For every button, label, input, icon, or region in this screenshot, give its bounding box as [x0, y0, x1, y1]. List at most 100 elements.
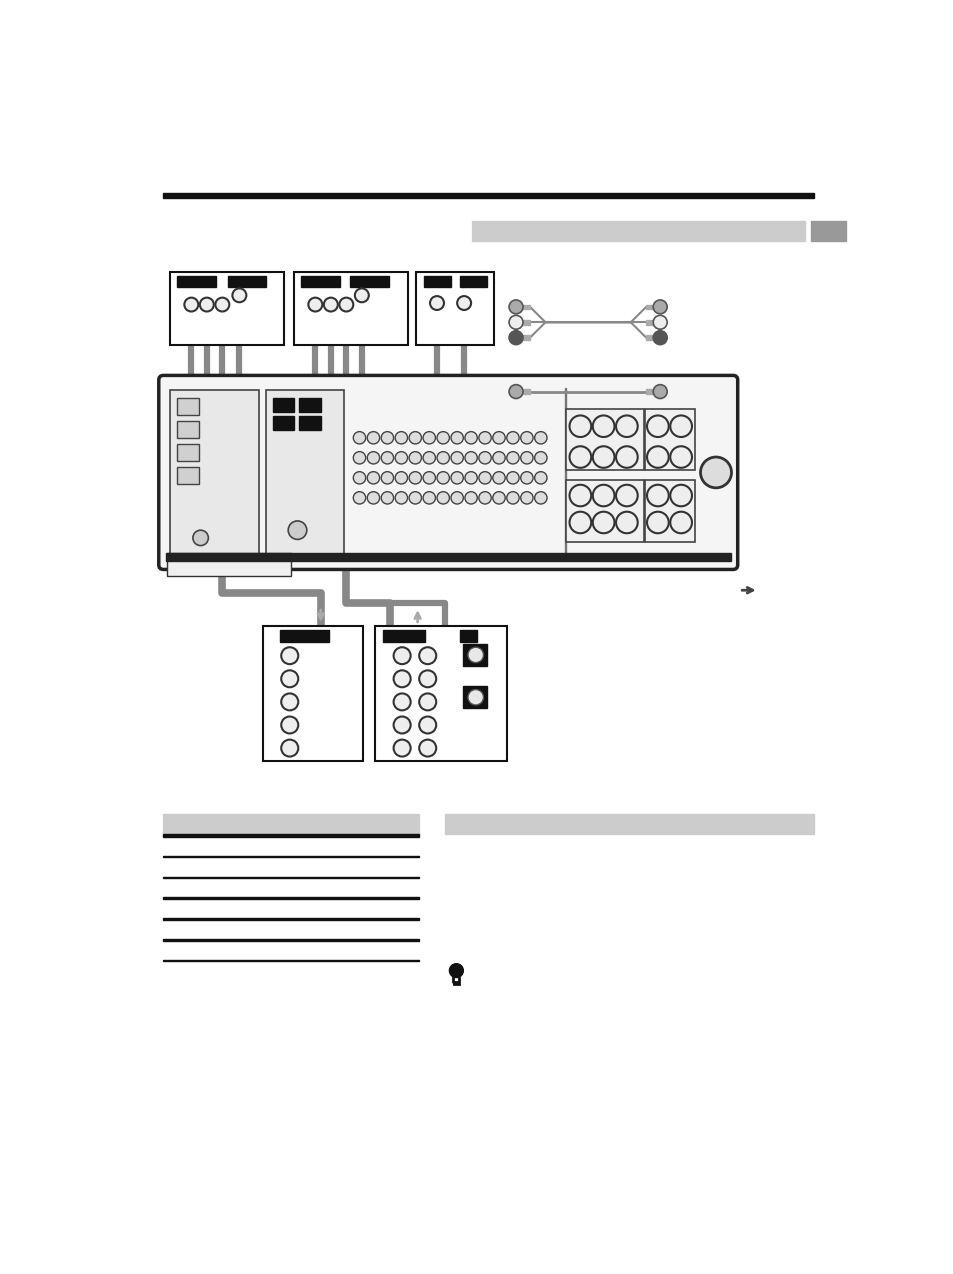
Bar [163, 877, 418, 878]
Circle shape [456, 296, 471, 310]
Circle shape [592, 512, 614, 534]
Bar [163, 919, 418, 920]
Circle shape [509, 331, 522, 344]
Circle shape [430, 296, 443, 310]
Circle shape [534, 492, 546, 505]
Circle shape [646, 484, 668, 506]
Circle shape [394, 647, 410, 664]
Circle shape [394, 693, 410, 711]
Bar [516, 320, 530, 325]
Bar [170, 390, 258, 555]
Circle shape [493, 492, 505, 505]
Circle shape [670, 446, 691, 468]
Bar [645, 304, 659, 310]
Bar [177, 397, 199, 414]
Circle shape [281, 693, 298, 711]
Circle shape [509, 316, 522, 329]
Bar [472, 220, 804, 241]
Bar [382, 631, 425, 642]
Circle shape [592, 446, 614, 468]
Circle shape [569, 484, 591, 506]
Circle shape [534, 471, 546, 484]
Circle shape [569, 415, 591, 437]
Circle shape [509, 299, 522, 313]
Bar [163, 834, 418, 837]
Bar [163, 192, 814, 197]
Circle shape [436, 432, 449, 443]
Bar [416, 273, 493, 345]
Circle shape [394, 740, 410, 757]
Circle shape [478, 471, 491, 484]
Bar [423, 276, 451, 287]
Circle shape [353, 492, 365, 505]
Bar [516, 335, 530, 340]
Circle shape [506, 432, 518, 443]
Circle shape [451, 452, 463, 464]
Circle shape [653, 299, 666, 313]
Bar [375, 627, 506, 761]
Bar [301, 276, 340, 287]
Bar [644, 480, 695, 541]
Circle shape [353, 452, 365, 464]
Bar [266, 390, 344, 555]
Circle shape [394, 670, 410, 687]
Bar [294, 273, 408, 345]
Circle shape [464, 452, 476, 464]
Circle shape [616, 446, 637, 468]
Circle shape [418, 740, 436, 757]
Bar [566, 409, 643, 470]
Circle shape [409, 432, 421, 443]
Circle shape [323, 298, 337, 312]
Circle shape [281, 716, 298, 734]
Circle shape [418, 693, 436, 711]
Circle shape [353, 471, 365, 484]
Bar [228, 276, 266, 287]
Circle shape [395, 452, 407, 464]
Circle shape [646, 512, 668, 534]
Bar [444, 814, 814, 833]
Bar [170, 273, 284, 345]
Circle shape [233, 288, 246, 302]
Bar [350, 276, 389, 287]
Circle shape [646, 415, 668, 437]
Circle shape [422, 471, 435, 484]
Circle shape [308, 298, 322, 312]
Circle shape [569, 512, 591, 534]
Circle shape [464, 492, 476, 505]
Circle shape [509, 385, 522, 399]
Circle shape [281, 670, 298, 687]
Circle shape [451, 492, 463, 505]
Bar [177, 276, 216, 287]
Bar [177, 468, 199, 484]
Circle shape [493, 432, 505, 443]
Circle shape [653, 385, 666, 399]
Bar [262, 627, 363, 761]
Bar [273, 417, 294, 431]
Circle shape [670, 415, 691, 437]
Circle shape [493, 452, 505, 464]
Bar [163, 939, 418, 940]
Circle shape [520, 492, 533, 505]
Bar [298, 417, 320, 431]
Circle shape [616, 512, 637, 534]
Circle shape [199, 298, 213, 312]
Bar [564, 387, 566, 557]
Circle shape [493, 471, 505, 484]
Circle shape [367, 452, 379, 464]
Circle shape [464, 471, 476, 484]
Circle shape [394, 716, 410, 734]
Circle shape [288, 521, 307, 539]
Circle shape [478, 432, 491, 443]
Circle shape [478, 452, 491, 464]
Circle shape [451, 432, 463, 443]
Circle shape [436, 492, 449, 505]
Circle shape [506, 471, 518, 484]
Circle shape [367, 471, 379, 484]
Bar [177, 443, 199, 461]
Circle shape [193, 530, 208, 545]
Circle shape [468, 689, 483, 705]
Circle shape [281, 740, 298, 757]
FancyBboxPatch shape [158, 376, 737, 569]
Circle shape [616, 484, 637, 506]
Circle shape [418, 670, 436, 687]
